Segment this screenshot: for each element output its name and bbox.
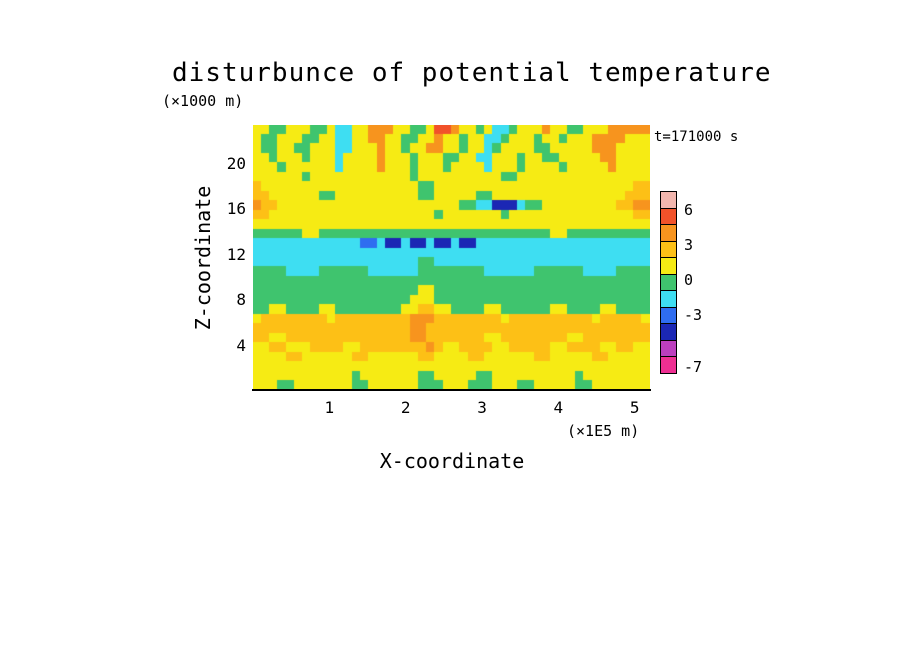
time-annotation: t=171000 s	[654, 129, 739, 145]
colorbar-segment	[660, 339, 677, 357]
colorbar-label: 6	[684, 200, 694, 219]
colorbar-segment	[660, 224, 677, 242]
x-tick-label: 1	[324, 398, 335, 417]
x-tick-label: 5	[629, 398, 640, 417]
colorbar-label: 3	[684, 235, 694, 254]
x-axis-line	[252, 389, 651, 391]
colorbar-label: -3	[684, 305, 703, 324]
colorbar-label: -7	[684, 358, 703, 376]
colorbar-segment	[660, 240, 677, 258]
x-tick-label: 4	[553, 398, 564, 417]
colorbar-segment	[660, 290, 677, 308]
x-tick-label: 3	[477, 398, 487, 417]
x-tick-label: 2	[400, 398, 411, 417]
x-axis-label: X-coordinate	[379, 449, 525, 473]
plot-title: disturbunce of potential temperature	[172, 58, 772, 88]
y-axis-units-label: (×1000 m)	[162, 92, 244, 110]
colorbar-segment	[660, 356, 677, 374]
x-axis-units-label: (×1E5 m)	[567, 422, 640, 440]
colorbar-segment	[660, 207, 677, 225]
y-tick-label: 8	[236, 290, 246, 309]
y-tick-label: 16	[226, 199, 246, 219]
colorbar-label: 0	[684, 270, 694, 289]
colorbar-segment	[660, 306, 677, 324]
y-axis-label: Z-coordinate	[191, 185, 215, 331]
y-tick-label: 4	[236, 335, 246, 355]
colorbar-segment	[660, 191, 677, 209]
colorbar-segment	[660, 323, 677, 341]
colorbar-segment	[660, 273, 677, 291]
y-tick-label: 20	[226, 153, 246, 173]
y-tick-label: 12	[226, 244, 246, 264]
colorbar-segment	[660, 257, 677, 275]
heatmap-plot	[253, 125, 650, 390]
colorbar	[660, 191, 677, 374]
